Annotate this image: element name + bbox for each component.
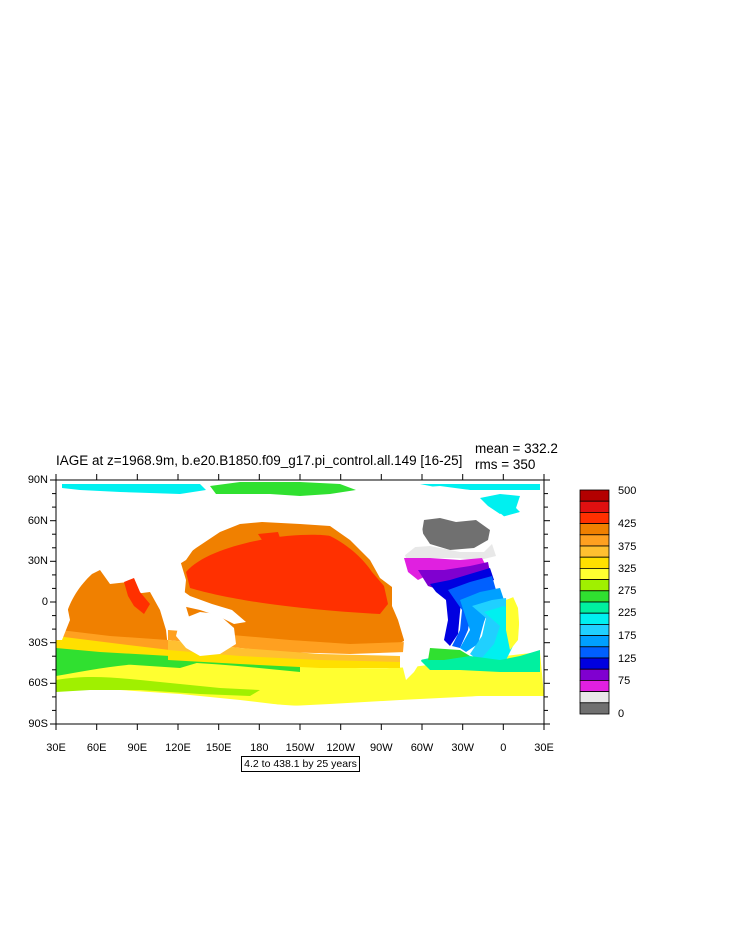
colorbar-box (579, 500, 610, 513)
x-tick-label: 0 (500, 742, 507, 754)
colorbar-label: 500 (618, 485, 637, 497)
contour-range-note: 4.2 to 438.1 by 25 years (241, 756, 360, 772)
colorbar-label: 225 (618, 607, 637, 619)
labrador-gray (422, 518, 490, 550)
colorbar-label: 175 (618, 630, 637, 642)
australia-land (176, 612, 236, 656)
y-tick-label: 90S (28, 718, 48, 730)
colorbar (579, 489, 610, 715)
southern-ocean-lime (56, 676, 260, 696)
y-tick-label: 30S (28, 636, 48, 649)
okhotsk-red (258, 532, 280, 540)
x-tick-label: 90W (369, 742, 393, 754)
y-tick-label: 30N (27, 555, 48, 568)
colorbar-box (579, 579, 610, 592)
x-tick-label: 120W (326, 742, 356, 754)
colorbar-box (579, 568, 610, 581)
x-major-ticks (55, 474, 545, 730)
colorbar-box (579, 635, 610, 648)
arctic-cyan (62, 484, 206, 494)
colorbar-box (579, 624, 610, 637)
colorbar-box (579, 668, 610, 681)
x-tick-label: 90E (127, 742, 148, 754)
colorbar-box (579, 601, 610, 614)
south-atlantic-green (428, 648, 470, 660)
colorbar-box (579, 523, 610, 536)
y-major-ticks (50, 479, 550, 725)
y-tick-label: 60S (28, 677, 48, 690)
colorbar-label: 325 (618, 563, 637, 575)
indian-ocean-yellow (56, 636, 170, 656)
africa-land (56, 480, 70, 640)
colorbar-box (579, 702, 610, 715)
minor-ticks (52, 493, 548, 711)
south-atlantic-teal (420, 650, 540, 672)
rms-value: rms = 350 (475, 457, 536, 472)
guinea-yellow (506, 596, 520, 650)
maritime-continent-land (160, 586, 246, 624)
y-tick-label: 0 (41, 596, 48, 608)
arabian-sea-red (124, 578, 150, 614)
pacific-red-core (186, 534, 388, 614)
colorbar-box (579, 545, 610, 558)
colorbar-box (579, 680, 610, 693)
plot-title: IAGE at z=1968.9m, b.e20.B1850.f09_g17.p… (56, 453, 463, 468)
arctic-green (210, 482, 356, 496)
greenland-land (412, 486, 478, 518)
colorbar-box (579, 512, 610, 525)
x-tick-label: 60E (86, 742, 107, 754)
x-tick-label: 60W (410, 742, 434, 754)
colorbar-box (579, 612, 610, 625)
colorbar-box (579, 534, 610, 547)
colorbar-box (579, 590, 610, 603)
x-tick-label: 30E (46, 742, 66, 754)
africa-east-land (510, 556, 544, 650)
indian-ocean-orange (60, 570, 168, 650)
colorbar-box (579, 657, 610, 670)
mean-value: mean = 332.2 (475, 441, 558, 456)
colorbar-label: 125 (618, 653, 637, 665)
x-tick-label: 30W (451, 742, 474, 754)
south-pacific-yellow (168, 650, 400, 668)
x-tick-label: 150E (205, 742, 232, 754)
south-indian-green (56, 650, 200, 668)
south-america-land (392, 586, 440, 680)
colorbar-box (579, 556, 610, 569)
colorbar-box (579, 646, 610, 659)
colorbar-box (579, 489, 610, 502)
north-america-land (328, 496, 424, 582)
x-tick-label: 120E (165, 742, 191, 754)
colorbar-label: 0 (618, 708, 625, 720)
colorbar-label: 75 (618, 675, 631, 687)
y-tick-label: 90N (27, 474, 48, 486)
map-field (56, 480, 544, 724)
gulf-light-gray (402, 544, 496, 560)
y-tick-label: 60N (27, 514, 48, 527)
colorbar-label: 425 (618, 518, 637, 530)
europe-land (498, 512, 544, 558)
x-tick-label: 150W (285, 742, 315, 754)
colorbar-label: 275 (618, 585, 637, 597)
antarctica-land (56, 696, 544, 724)
atlantic-blue (430, 568, 494, 646)
colorbar-box (579, 691, 610, 704)
colorbar-label: 375 (618, 541, 637, 553)
asia-land (60, 498, 230, 600)
x-tick-label: 180 (250, 742, 269, 754)
x-tick-label: 30E (534, 742, 554, 754)
